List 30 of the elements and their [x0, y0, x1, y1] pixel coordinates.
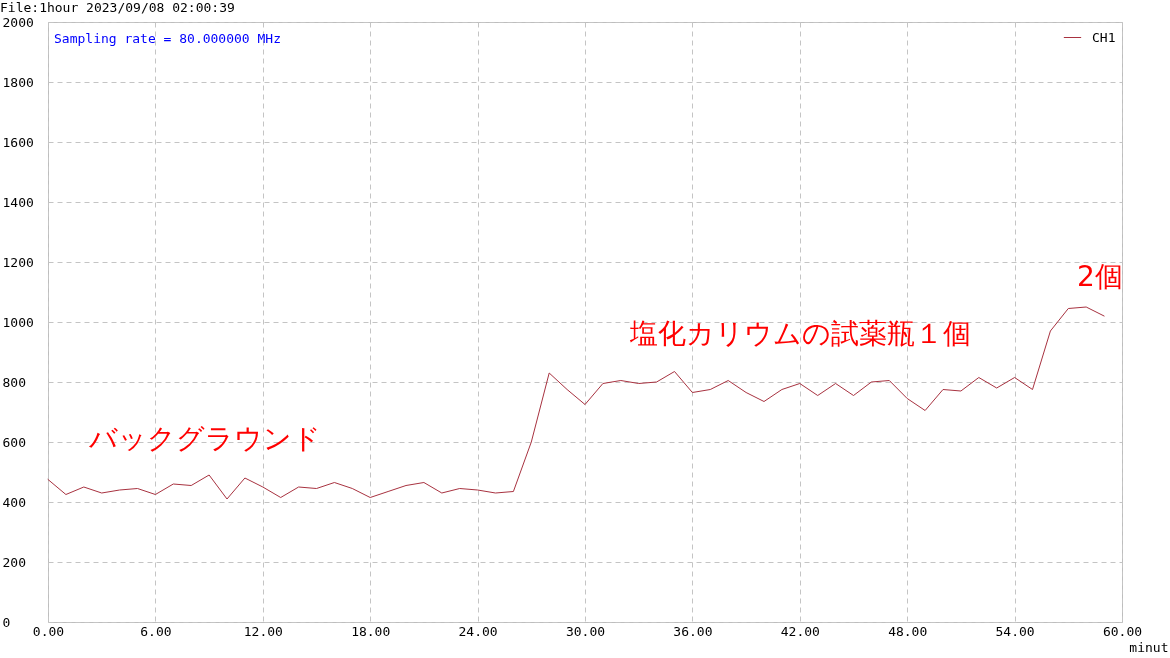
annotation: Sampling rate = 80.000000 MHz [54, 31, 281, 46]
x-tick-label: 6.00 [140, 623, 172, 639]
legend-label: CH1 [1092, 29, 1116, 45]
x-tick-label: 30.00 [565, 623, 606, 639]
x-tick-label: 0.00 [32, 623, 65, 639]
x-tick-label: 48.00 [888, 623, 928, 639]
x-tick-label: 18.00 [351, 623, 391, 639]
annotation: バックグラウンド [88, 422, 321, 455]
y-tick-label: 1000 [2, 314, 34, 330]
y-tick-label: 0 [2, 614, 11, 630]
x-axis-title: minut [1129, 639, 1169, 655]
x-tick-label: 12.00 [243, 623, 283, 639]
y-tick-label: 400 [2, 494, 26, 510]
y-tick-label: 1800 [2, 74, 34, 90]
y-tick-label: 1200 [2, 254, 34, 270]
y-tick-label: 2000 [2, 14, 34, 30]
x-tick-label: 42.00 [780, 623, 820, 639]
x-tick-label: 24.00 [458, 623, 498, 639]
x-tick-label: 60.00 [1102, 623, 1143, 639]
line-series [47, 306, 1105, 500]
y-tick-label: 600 [2, 434, 26, 450]
y-tick-label: 800 [2, 374, 26, 390]
annotation: 塩化カリウムの試薬瓶１個 [628, 317, 971, 350]
y-tick-label: 200 [2, 554, 26, 570]
annotation: 2個 [1077, 260, 1123, 293]
x-tick-label: 54.00 [995, 623, 1035, 639]
chart-title: File:1hour 2023/09/08 02:00:39 [0, 0, 235, 15]
x-tick-label: 36.00 [673, 623, 713, 639]
y-tick-label: 1400 [2, 194, 34, 210]
y-tick-label: 1600 [2, 134, 34, 150]
